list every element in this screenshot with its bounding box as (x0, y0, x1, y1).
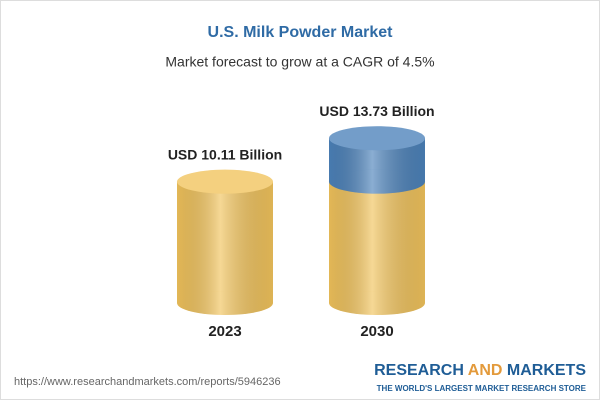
cylinder-top (329, 126, 425, 151)
cylinder-shade (177, 181, 273, 303)
cylinder-shade (177, 291, 273, 315)
brand-tagline: THE WORLD'S LARGEST MARKET RESEARCH STOR… (377, 384, 587, 393)
x-tick-label: 2030 (360, 323, 393, 340)
cylinder-shade (329, 291, 425, 315)
brand-name: RESEARCH AND MARKETS (374, 362, 586, 379)
value-label: USD 10.11 Billion (168, 146, 282, 162)
cylinder (329, 126, 425, 315)
cylinder-top-light (177, 169, 273, 194)
brand-part: AND (468, 362, 503, 379)
brand-part: MARKETS (507, 362, 586, 379)
cylinder-shade (329, 169, 425, 194)
x-tick-label: 2023 (208, 323, 241, 340)
cylinder-top-light (329, 126, 425, 151)
chart-title: U.S. Milk Powder Market (208, 24, 394, 41)
cylinder (177, 169, 273, 315)
source-url: https://www.researchandmarkets.com/repor… (14, 376, 281, 388)
brand-part: RESEARCH (374, 362, 464, 379)
value-label: USD 13.73 Billion (319, 103, 434, 119)
cylinder-top (177, 169, 273, 194)
chart-subtitle: Market forecast to grow at a CAGR of 4.5… (165, 54, 434, 70)
